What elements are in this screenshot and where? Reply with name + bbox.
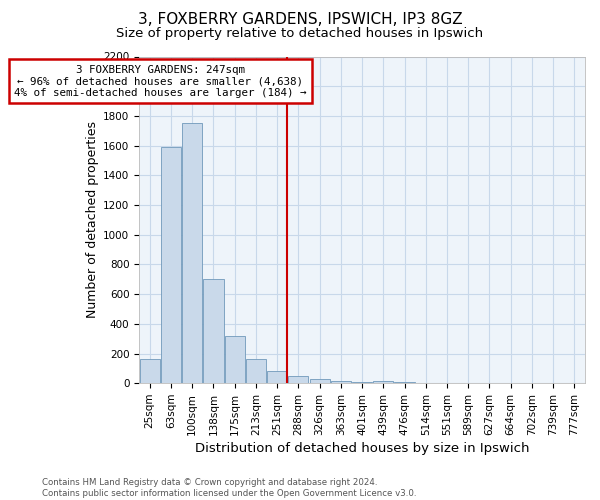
Bar (203, 280, 224, 383)
Text: 3, FOXBERRY GARDENS, IPSWICH, IP3 8GZ: 3, FOXBERRY GARDENS, IPSWICH, IP3 8GZ (137, 12, 463, 28)
Bar (288, 376, 308, 383)
Bar (331, 381, 351, 383)
Bar (373, 380, 394, 383)
X-axis label: Distribution of detached houses by size in Ipswich: Distribution of detached houses by size … (195, 442, 529, 455)
Bar (267, 370, 287, 383)
Bar (246, 360, 266, 383)
Text: Contains HM Land Registry data © Crown copyright and database right 2024.
Contai: Contains HM Land Registry data © Crown c… (42, 478, 416, 498)
Bar (224, 336, 245, 383)
Bar (182, 124, 202, 383)
Bar (161, 147, 181, 383)
Bar (140, 360, 160, 383)
Text: 3 FOXBERRY GARDENS: 247sqm
← 96% of detached houses are smaller (4,638)
4% of se: 3 FOXBERRY GARDENS: 247sqm ← 96% of deta… (14, 64, 307, 98)
Text: Size of property relative to detached houses in Ipswich: Size of property relative to detached ho… (116, 28, 484, 40)
Bar (352, 382, 372, 383)
Y-axis label: Number of detached properties: Number of detached properties (86, 122, 99, 318)
Bar (394, 382, 415, 383)
Bar (310, 379, 329, 383)
